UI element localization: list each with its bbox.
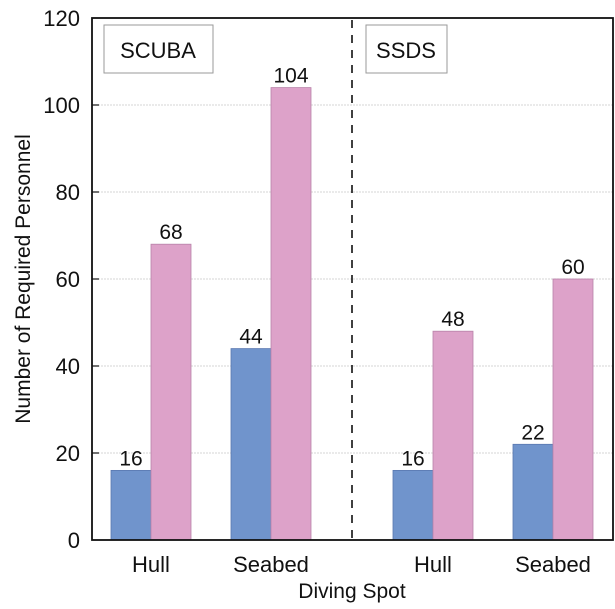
x-tick-label: Seabed [233,552,309,577]
panel-label-scuba: SCUBA [103,24,214,74]
bar [270,87,312,541]
panel-label-ssds: SSDS [365,24,448,74]
y-tick-label: 60 [56,267,80,292]
x-axis-title: Diving Spot [298,580,406,603]
bar-value-label: 44 [239,326,263,349]
bar [150,243,192,541]
bar-value-label: 16 [119,447,142,470]
y-tick-label: 80 [56,180,80,205]
bar [392,469,434,541]
x-axis-tick-labels: Hull Seabed Hull Seabed [132,552,591,577]
svg-text:SCUBA: SCUBA [120,38,196,63]
bar [512,443,554,541]
bar-value-label: 60 [561,256,584,279]
x-tick-label: Seabed [515,552,591,577]
bar-value-label: 68 [159,221,182,244]
bar-value-label: 104 [273,65,308,88]
bar-value-label: 16 [401,447,424,470]
bar-value-label: 22 [521,421,544,444]
bar [432,330,474,541]
bar-value-label: 48 [441,308,464,331]
bars [110,87,594,541]
y-axis-title: Number of Required Personnel [12,134,35,424]
y-axis-ticks: 0 20 40 60 80 100 120 [43,6,99,553]
bar-value-labels: 16 68 44 104 16 48 22 60 [119,65,584,471]
x-tick-label: Hull [414,552,452,577]
svg-text:SSDS: SSDS [376,38,436,63]
y-tick-label: 100 [43,93,80,118]
y-tick-label: 0 [68,528,80,553]
bar [110,469,152,541]
bar [230,348,272,541]
y-tick-label: 40 [56,354,80,379]
x-tick-label: Hull [132,552,170,577]
y-tick-label: 120 [43,6,80,31]
bar [552,278,594,541]
y-tick-label: 20 [56,441,80,466]
